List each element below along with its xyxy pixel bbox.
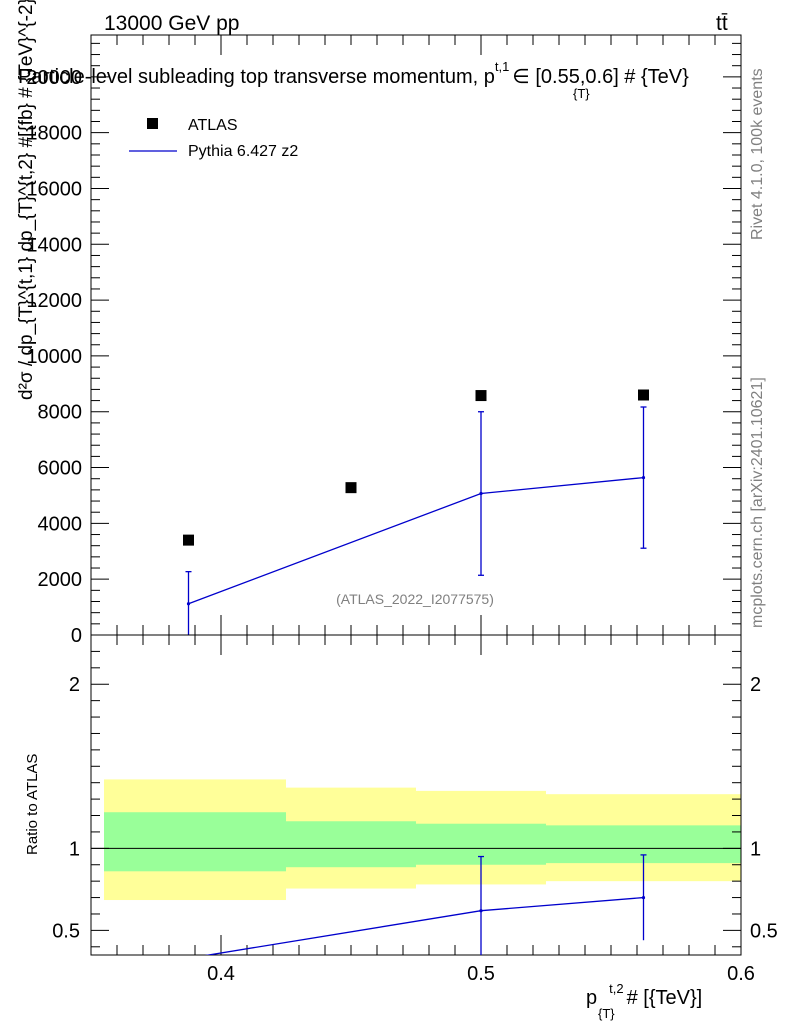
ratio-x-tick-label: 0.5 [467, 963, 495, 985]
main-plot: 0 2000 4000 6000 8000 10000 12000 14000 16000 180… [16, 0, 742, 647]
main-y-tick-label: 18000 [26, 123, 82, 145]
main-y-tick-label: 2000 [38, 569, 83, 591]
mcplots-label: mcplots.cern.ch [arXiv:2401.10621] [749, 377, 766, 628]
ratio-y-tick-label: 0.5 [52, 920, 80, 942]
legend-atlas-marker [147, 118, 158, 129]
main-series [183, 389, 649, 635]
pythia-point [186, 602, 191, 606]
main-x-ticks [90, 35, 742, 635]
chart-title-subscript: {T} [573, 86, 590, 101]
ratio-plot-frame [90, 634, 742, 956]
ratio-bands [104, 779, 741, 901]
atlas-point [638, 389, 649, 401]
x-axis-label: p t,2 # [{TeV}] [586, 981, 702, 1009]
atlas-point [345, 482, 357, 494]
ratio-pythia-point [479, 909, 483, 913]
legend-atlas-label: ATLAS [188, 117, 238, 134]
main-y-tick-label: 20000 [26, 67, 82, 89]
main-y-tick-label: 14000 [26, 234, 82, 256]
ratio-plot: 0.5 0.5 1 1 2 2 0.4 0.5 0.6 Ratio to ATLAS p t,2… [24, 634, 778, 1021]
ratio-y-tick-label: 2 [69, 674, 80, 696]
ratio-x-tick-label: 0.6 [727, 963, 755, 985]
pythia-line [188, 476, 644, 605]
main-y-tick-label: 8000 [38, 402, 83, 424]
ratio-band-stat [286, 821, 416, 868]
ratio-y-tick-label-right: 1 [750, 838, 761, 860]
ratio-y-label: Ratio to ATLAS [24, 754, 41, 855]
x-axis-label-subscript: {T} [598, 1006, 615, 1021]
ratio-y-tick-label-right: 2 [750, 674, 761, 696]
ratio-y-tick-label: 1 [69, 838, 80, 860]
main-y-tick-label: 6000 [38, 458, 83, 480]
ratio-x-tick-label: 0.4 [207, 963, 235, 985]
main-y-tick-label: 10000 [26, 346, 82, 368]
rivet-label: Rivet 4.1.0, 100k events [749, 68, 766, 240]
pythia-point [641, 476, 646, 480]
energy-label: 13000 GeV pp [104, 12, 239, 35]
main-y-tick-label: 4000 [38, 513, 83, 535]
ratio-pythia-point [641, 895, 646, 900]
atlas-point [475, 390, 487, 402]
ratio-series [204, 854, 647, 955]
ratio-band-stat [104, 812, 286, 872]
main-y-tick-label: 12000 [26, 290, 82, 312]
analysis-watermark: (ATLAS_2022_I2077575) [336, 591, 494, 607]
ratio-pythia-line [204, 896, 644, 955]
process-label: tt̄ [716, 12, 728, 35]
legend-pythia-label: Pythia 6.427 z2 [188, 143, 298, 160]
pythia-point [479, 491, 483, 496]
main-y-axis: 0 2000 4000 6000 8000 10000 12000 14000 16000 180… [26, 42, 741, 647]
chart-title: Particle-level subleading top transverse… [18, 59, 689, 88]
legend: ATLAS Pythia 6.427 z2 [129, 117, 298, 160]
main-y-tick-label: 16000 [26, 178, 82, 200]
ratio-y-axis: 0.5 0.5 1 1 2 2 [52, 650, 778, 948]
ratio-y-tick-label-right: 0.5 [750, 920, 778, 942]
main-y-label: d²σ / dp_{T}^{t,1} dp_{T}^{t,2} #[{fb} #… [16, 0, 37, 400]
main-y-tick-label: 0 [71, 625, 82, 647]
atlas-point [183, 534, 194, 546]
